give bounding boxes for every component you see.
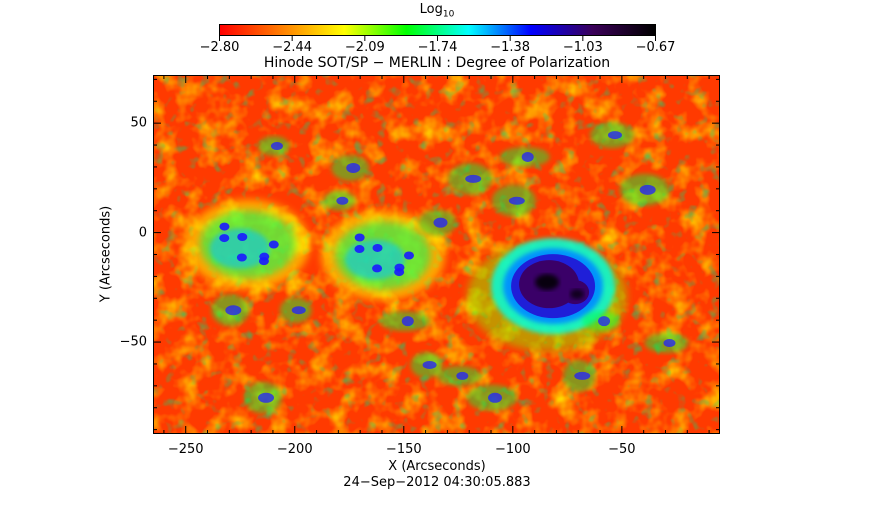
x-axis-label: X (Arcseconds)	[388, 459, 486, 474]
colorbar-tick-label: −2.44	[272, 40, 313, 55]
sunspot-umbral-core	[570, 289, 585, 300]
plage-knot	[403, 251, 414, 260]
magnetic-features	[185, 122, 689, 414]
colorbar-tick-label: −1.38	[490, 40, 531, 55]
network-knot	[422, 360, 437, 369]
network-knot	[258, 392, 275, 403]
network-knot	[225, 305, 242, 316]
plage-knot	[354, 233, 365, 242]
colorbar-tick-label: −1.74	[417, 40, 458, 55]
network-knot	[401, 316, 414, 327]
y-axis-label: Y (Arcseconds)	[98, 205, 114, 303]
colorbar-tick-label: −2.80	[199, 40, 240, 55]
colorbar-tick-label: −1.03	[562, 40, 603, 55]
network-knot	[607, 131, 622, 140]
x-tick-label: −250	[167, 442, 204, 457]
network-knot	[663, 339, 676, 348]
network-knot	[521, 151, 534, 162]
colorbar-ticks	[219, 36, 656, 41]
plage-knot	[372, 243, 383, 252]
sunspot-umbral-core	[535, 274, 560, 291]
network-knot	[574, 371, 591, 380]
network-knot	[456, 371, 469, 380]
colorbar-tick-label: −0.67	[635, 40, 676, 55]
x-tick-label: −100	[494, 442, 531, 457]
colorbar-tick-label: −2.09	[344, 40, 385, 55]
network-knot	[508, 196, 525, 205]
network-knot	[488, 392, 503, 403]
plage-knot	[236, 253, 247, 262]
y-tick-label: −50	[119, 334, 147, 350]
plage-knot	[259, 252, 270, 261]
plage-knot	[372, 264, 383, 273]
network-knot	[346, 162, 361, 173]
y-tick-label: 50	[130, 115, 147, 131]
colorbar	[219, 24, 656, 36]
network-knot	[465, 174, 482, 183]
plage-knot	[394, 263, 405, 272]
network-knot	[433, 217, 448, 228]
x-tick-label: −50	[608, 442, 636, 457]
plage-knot	[219, 234, 230, 243]
x-tick-label: −200	[276, 442, 313, 457]
network-knot	[336, 196, 349, 205]
colorbar-title: Log10	[419, 2, 455, 20]
y-tick-label: 0	[138, 225, 147, 241]
network-knot	[598, 316, 611, 327]
chart-title: Hinode SOT/SP − MERLIN : Degree of Polar…	[263, 55, 611, 71]
observation-timestamp: 24−Sep−2012 04:30:05.883	[343, 475, 531, 490]
plage-knot	[354, 245, 365, 254]
network-knot	[639, 184, 656, 195]
network-knot	[270, 142, 283, 151]
polarization-map	[153, 75, 720, 434]
network-knot	[291, 306, 306, 315]
x-tick-label: −150	[385, 442, 422, 457]
plage-knot	[237, 232, 248, 241]
plage-knot	[268, 240, 279, 249]
plage-knot	[219, 222, 230, 231]
